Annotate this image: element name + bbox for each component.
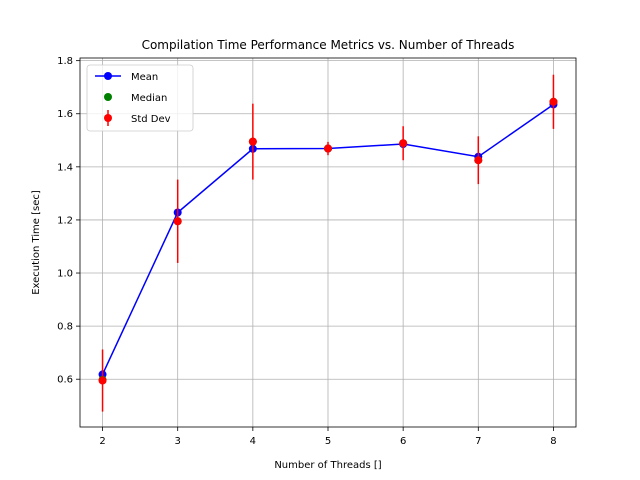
y-tick-label: 0.6 <box>57 375 73 386</box>
legend: Mean Median Std Dev <box>86 64 194 132</box>
x-tick-label: 6 <box>400 436 406 447</box>
std-dev-marker <box>399 139 408 148</box>
legend-std-dev-marker <box>104 114 112 122</box>
x-tick-label: 4 <box>250 436 256 447</box>
legend-label-mean: Mean <box>131 72 158 83</box>
std-dev-marker <box>248 137 257 146</box>
std-dev-marker <box>474 156 483 165</box>
x-tick-label: 2 <box>99 436 105 447</box>
legend-mean-marker <box>104 72 112 80</box>
legend-label-median: Median <box>131 93 167 104</box>
legend-entry-mean: Mean <box>95 72 158 83</box>
std-dev-marker <box>173 217 182 226</box>
x-tick-label: 3 <box>175 436 181 447</box>
legend-label-std-dev: Std Dev <box>131 114 171 125</box>
std-dev-marker <box>98 376 107 385</box>
y-tick-label: 1.6 <box>57 109 73 120</box>
std-dev-marker <box>549 97 558 106</box>
legend-box <box>86 64 194 132</box>
y-tick-label: 1.0 <box>57 269 73 280</box>
x-tick-label: 7 <box>475 436 481 447</box>
y-tick-label: 1.8 <box>57 56 73 67</box>
y-tick-label: 0.8 <box>57 322 73 333</box>
x-tick-label: 5 <box>325 436 331 447</box>
legend-median-marker <box>104 93 112 101</box>
axis-ticks: 2 3 4 5 6 7 8 0.6 0.8 1.0 1.2 1.4 1.6 1.8 <box>57 56 557 447</box>
y-axis-label: Execution Time [sec] <box>31 190 42 295</box>
legend-entry-median: Median <box>104 93 167 104</box>
y-tick-label: 1.2 <box>57 215 73 226</box>
x-axis-label: Number of Threads [] <box>274 460 381 471</box>
std-dev-marker <box>324 144 332 153</box>
y-tick-label: 1.4 <box>57 162 73 173</box>
legend-entry-std-dev: Std Dev <box>104 110 171 126</box>
x-tick-label: 8 <box>550 436 556 447</box>
chart-title: Compilation Time Performance Metrics vs.… <box>142 38 515 52</box>
series <box>98 74 558 412</box>
